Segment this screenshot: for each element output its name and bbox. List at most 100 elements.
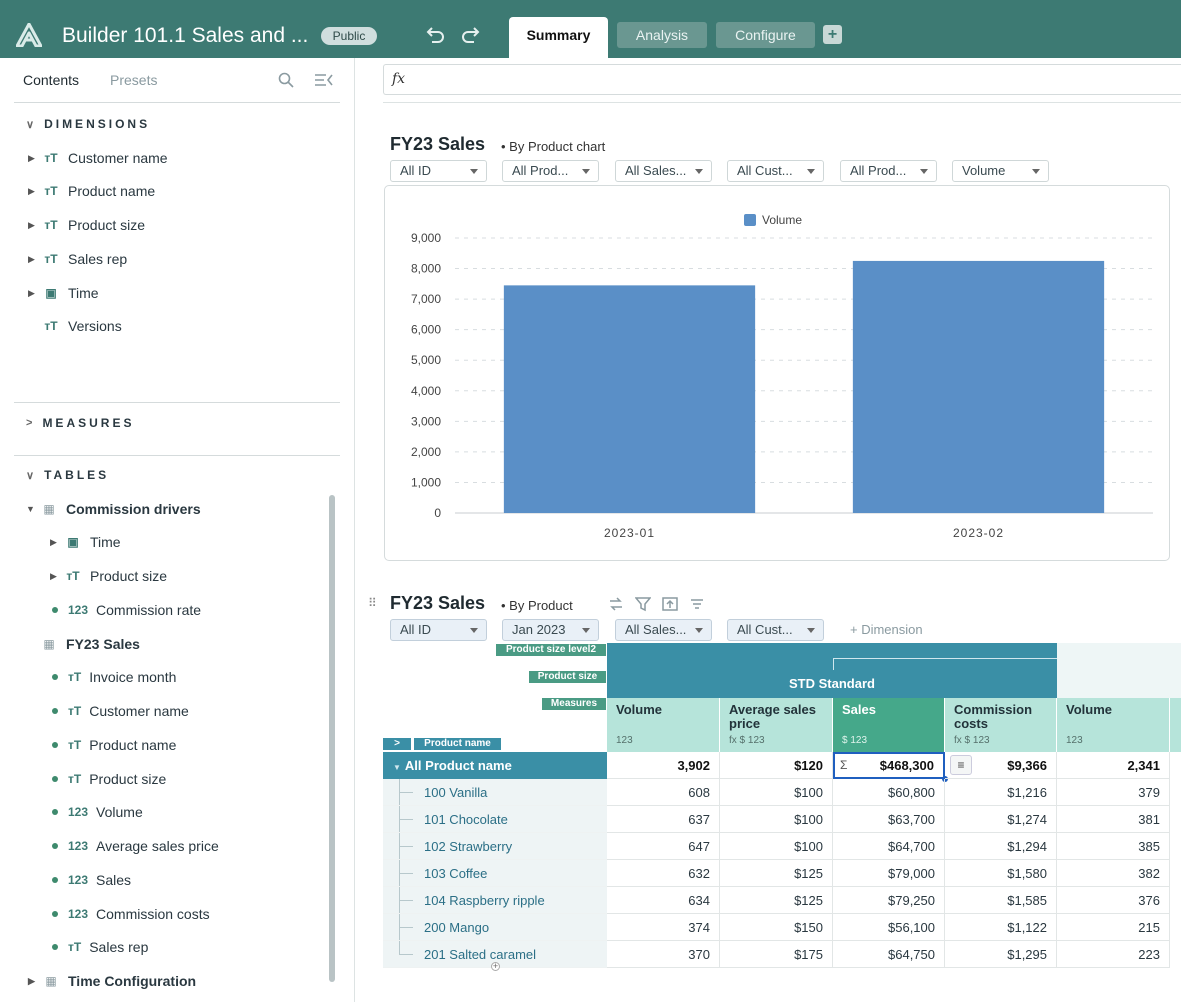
export-icon[interactable] (662, 596, 678, 612)
table-cell[interactable]: 634 (607, 887, 720, 914)
filter-product[interactable]: All Prod... (502, 160, 599, 182)
table-cell[interactable]: 374 (607, 914, 720, 941)
filter-id[interactable]: All ID (390, 160, 487, 182)
table-cell[interactable]: $125 (720, 860, 833, 887)
table-cell[interactable]: 637 (607, 806, 720, 833)
table-cell[interactable]: $64,700 (833, 833, 945, 860)
table-column-item[interactable]: тT Product name (52, 734, 176, 756)
header-label-size-level2[interactable]: Product size level2 (496, 644, 606, 656)
tab-analysis[interactable]: Analysis (617, 22, 707, 48)
selected-cell[interactable]: $468,300 (833, 752, 945, 779)
total-row-label[interactable]: ▼ All Product name (383, 752, 607, 779)
total-cell[interactable]: 2,341 (1057, 752, 1170, 779)
table-cell[interactable]: $79,250 (833, 887, 945, 914)
formula-bar[interactable]: fx (383, 64, 1181, 95)
add-page-button[interactable]: + (823, 25, 842, 44)
table-column-item[interactable]: тT Invoice month (52, 666, 176, 688)
table-cell[interactable]: $60,800 (833, 779, 945, 806)
collapse-panel-icon[interactable] (314, 72, 334, 88)
measures-header[interactable]: > MEASURES (26, 416, 135, 430)
expand-icon[interactable]: ▶ (50, 536, 57, 547)
filter-sales-rep[interactable]: All Sales... (615, 160, 712, 182)
table-cell[interactable]: 376 (1057, 887, 1170, 914)
table-cell[interactable]: $79,000 (833, 860, 945, 887)
header-label-product-name[interactable]: Product name (414, 738, 501, 750)
table-item[interactable]: ▶ ▦ Time Configuration (28, 973, 197, 989)
dimension-item[interactable]: ▶ тT Sales rep (28, 251, 128, 267)
table-column-item[interactable]: тT Product size (52, 768, 166, 790)
header-label-measures[interactable]: Measures (542, 698, 606, 710)
table-cell[interactable]: $100 (720, 833, 833, 860)
table-cell[interactable]: $1,295 (945, 941, 1057, 968)
table-column-item[interactable]: ▶ тT Product size (50, 568, 168, 584)
dimensions-header[interactable]: ∨ DIMENSIONS (26, 117, 151, 131)
sort-icon[interactable] (689, 596, 705, 612)
column-header-commission[interactable]: Commission costs fx $ 123 (945, 698, 1057, 752)
expand-icon[interactable]: ▶ (28, 975, 35, 986)
table-cell[interactable]: 647 (607, 833, 720, 860)
row-label[interactable]: 200 Mango (383, 914, 607, 941)
redo-icon[interactable] (460, 24, 482, 46)
table-cell[interactable]: 215 (1057, 914, 1170, 941)
table-cell[interactable]: $100 (720, 806, 833, 833)
table-cell[interactable]: 385 (1057, 833, 1170, 860)
app-title[interactable]: Builder 101.1 Sales and ... (62, 24, 309, 47)
sidebar-tab-presets[interactable]: Presets (110, 72, 158, 88)
expand-icon[interactable]: ▶ (28, 253, 35, 264)
fill-handle[interactable] (942, 776, 948, 782)
filter-customer[interactable]: All Cust... (727, 160, 824, 182)
total-cell[interactable]: $9,366 (945, 752, 1057, 779)
pivot-title[interactable]: FY23 Sales (390, 593, 486, 613)
table-cell[interactable]: $63,700 (833, 806, 945, 833)
pivot-filter-id[interactable]: All ID (390, 619, 487, 641)
table-cell[interactable]: $125 (720, 887, 833, 914)
table-cell[interactable]: $64,750 (833, 941, 945, 968)
pivot-swap-icon[interactable] (608, 596, 624, 612)
row-label[interactable]: 102 Strawberry (383, 833, 607, 860)
search-icon[interactable] (278, 72, 294, 88)
table-cell[interactable]: $1,580 (945, 860, 1057, 887)
column-header-avg-price[interactable]: Average sales price fx $ 123 (720, 698, 833, 752)
tab-configure[interactable]: Configure (716, 22, 815, 48)
tables-header[interactable]: ∨ TABLES (26, 468, 110, 482)
table-cell[interactable]: $56,100 (833, 914, 945, 941)
expand-rows-icon[interactable]: > (383, 738, 411, 750)
filter-icon[interactable] (635, 596, 651, 612)
dimension-item[interactable]: тT Versions (28, 315, 121, 337)
group-header-std[interactable]: STD Standard (789, 676, 875, 691)
dimension-item[interactable]: ▶ ▣ Time (28, 285, 99, 301)
table-cell[interactable]: 370 (607, 941, 720, 968)
table-cell[interactable]: 379 (1057, 779, 1170, 806)
total-cell[interactable]: $120 (720, 752, 833, 779)
column-header-volume[interactable]: Volume 123 (607, 698, 720, 752)
pivot-filter-sales-rep[interactable]: All Sales... (615, 619, 712, 641)
collapse-icon[interactable]: ▼ (26, 504, 35, 514)
row-label[interactable]: 103 Coffee (383, 860, 607, 887)
app-logo-icon[interactable] (16, 23, 42, 47)
table-item[interactable]: ▦ FY23 Sales (38, 633, 140, 655)
dimension-item[interactable]: ▶ тT Product name (28, 183, 156, 199)
table-cell[interactable]: $1,122 (945, 914, 1057, 941)
dimension-item[interactable]: ▶ тT Product size (28, 217, 146, 233)
cell-menu-icon[interactable]: ≡ (950, 755, 972, 775)
column-header-volume-2[interactable]: Volume 123 (1057, 698, 1170, 752)
table-cell[interactable]: 608 (607, 779, 720, 806)
table-column-item[interactable]: 123 Sales (52, 869, 131, 891)
undo-icon[interactable] (424, 24, 446, 46)
table-column-item[interactable]: 123 Commission costs (52, 903, 210, 925)
expand-icon[interactable]: ▶ (28, 152, 35, 163)
filter-product-size[interactable]: All Prod... (840, 160, 937, 182)
table-cell[interactable]: 381 (1057, 806, 1170, 833)
table-cell[interactable]: $1,294 (945, 833, 1057, 860)
table-cell[interactable]: 632 (607, 860, 720, 887)
table-cell[interactable]: $175 (720, 941, 833, 968)
header-label-size[interactable]: Product size (529, 671, 606, 683)
row-label[interactable]: 104 Raspberry ripple (383, 887, 607, 914)
table-cell[interactable]: $1,585 (945, 887, 1057, 914)
total-cell[interactable]: 3,902 (607, 752, 720, 779)
expand-icon[interactable]: ▶ (28, 287, 35, 298)
drag-handle-icon[interactable]: ⠿ (368, 596, 377, 610)
table-column-item[interactable]: тT Customer name (52, 700, 189, 722)
table-cell[interactable]: $100 (720, 779, 833, 806)
filter-measure[interactable]: Volume (952, 160, 1049, 182)
